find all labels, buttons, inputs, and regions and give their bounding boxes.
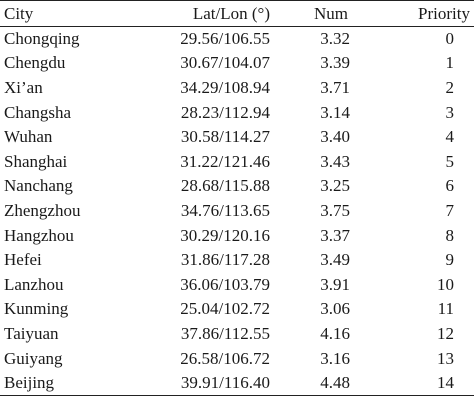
table-header: City Lat/Lon (°) Num Priority [0,0,474,27]
cell-latlon: 29.56/106.55 [180,29,270,49]
cell-num: 3.75 [320,200,350,220]
cell-num: 3.40 [320,127,350,147]
cell-latlon: 37.86/112.55 [180,323,270,343]
header-num: Num [270,0,370,27]
cell-city: Kunming [4,299,69,319]
cell-num: 3.43 [320,151,350,171]
cell-city: Beijing [0,370,140,396]
cell-city: Shanghai [4,151,68,171]
cell-latlon: 39.91/116.40 [140,370,270,396]
cell-latlon: 34.29/108.94 [180,77,270,97]
cell-num: 3.16 [320,348,350,368]
cell-city: Guiyang [4,348,63,368]
cell-priority: 0 [445,29,455,49]
cell-num: 3.91 [320,274,350,294]
header-city: City [0,0,140,27]
cell-latlon: 30.58/114.27 [180,127,270,147]
cell-latlon: 36.06/103.79 [180,274,270,294]
cell-latlon: 34.76/113.65 [180,200,270,220]
cell-num: 3.25 [320,176,350,196]
table-row: Lanzhou 36.06/103.79 3.91 10 [0,272,474,297]
cell-num: 3.32 [320,29,350,49]
cell-latlon: 31.86/117.28 [180,250,270,270]
table-row: Zhengzhou 34.76/113.65 3.75 7 [0,199,474,224]
cell-num: 3.37 [320,225,350,245]
cell-priority: 10 [437,274,454,294]
header-row: City Lat/Lon (°) Num Priority [0,0,474,27]
cell-latlon: 25.04/102.72 [180,299,270,319]
cell-num: 3.71 [320,77,350,97]
table-row: Guiyang 26.58/106.72 3.16 13 [0,346,474,371]
cell-num: 3.14 [320,102,350,122]
cell-num: 4.48 [270,370,370,396]
cell-num: 3.39 [320,53,350,73]
table-row: Hefei 31.86/117.28 3.49 9 [0,248,474,273]
table-row: Hangzhou 30.29/120.16 3.37 8 [0,223,474,248]
cell-priority: 9 [445,250,455,270]
cell-latlon: 31.22/121.46 [180,151,270,171]
cell-city: Hefei [4,250,42,270]
cell-priority: 4 [445,127,455,147]
cell-priority: 5 [445,151,455,171]
table-row: Shanghai 31.22/121.46 3.43 5 [0,149,474,174]
table-row: Chengdu 30.67/104.07 3.39 1 [0,51,474,76]
cell-city: Xi’an [4,77,43,97]
cell-priority: 12 [437,323,454,343]
cell-priority: 7 [445,200,455,220]
cell-num: 3.49 [320,250,350,270]
cell-city: Chengdu [4,53,66,73]
cell-priority: 11 [437,299,454,319]
table-row: Xi’an 34.29/108.94 3.71 2 [0,76,474,101]
cell-priority: 13 [437,348,454,368]
cell-latlon: 28.68/115.88 [180,176,270,196]
cell-latlon: 26.58/106.72 [180,348,270,368]
cell-priority: 3 [445,102,455,122]
table-row: Nanchang 28.68/115.88 3.25 6 [0,174,474,199]
cell-num: 4.16 [320,323,350,343]
table-row: Kunming 25.04/102.72 3.06 11 [0,297,474,322]
cell-city: Chongqing [4,29,80,49]
cell-latlon: 30.67/104.07 [180,53,270,73]
cell-priority: 2 [445,77,455,97]
cell-city: Taiyuan [4,323,59,343]
table-row: Wuhan 30.58/114.27 3.40 4 [0,125,474,150]
cell-city: Wuhan [4,127,53,147]
cell-city: Nanchang [4,176,73,196]
table-row: Taiyuan 37.86/112.55 4.16 12 [0,322,474,347]
cell-num: 3.06 [320,299,350,319]
table-body: Chongqing 29.56/106.55 3.32 0 Chengdu 30.67/1… [0,27,474,396]
cell-latlon: 30.29/120.16 [180,225,270,245]
cell-city: Lanzhou [4,274,64,294]
cell-priority: 14 [370,370,474,396]
table-row: Changsha 28.23/112.94 3.14 3 [0,100,474,125]
cell-priority: 8 [445,225,455,245]
table-row: Chongqing 29.56/106.55 3.32 0 [0,27,474,52]
cell-priority: 1 [445,53,455,73]
header-priority: Priority [370,0,474,27]
city-priority-table: City Lat/Lon (°) Num Priority Chongqing 2… [0,0,474,396]
cell-priority: 6 [445,176,455,196]
cell-latlon: 28.23/112.94 [180,102,270,122]
cell-city: Changsha [4,102,72,122]
cell-city: Hangzhou [4,225,74,245]
header-latlon: Lat/Lon (°) [140,0,270,27]
cell-city: Zhengzhou [4,200,81,220]
table-row: Beijing 39.91/116.40 4.48 14 [0,370,474,396]
